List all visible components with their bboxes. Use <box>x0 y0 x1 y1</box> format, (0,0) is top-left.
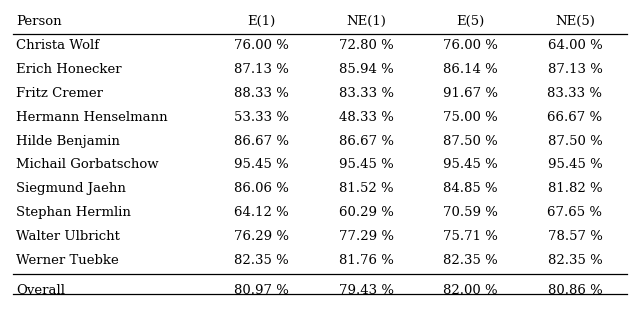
Text: 86.14 %: 86.14 % <box>443 63 498 76</box>
Text: 81.76 %: 81.76 % <box>339 254 394 267</box>
Text: 87.50 %: 87.50 % <box>443 135 498 147</box>
Text: 64.00 %: 64.00 % <box>548 39 602 52</box>
Text: 84.85 %: 84.85 % <box>444 182 498 195</box>
Text: 75.71 %: 75.71 % <box>443 230 498 243</box>
Text: 66.67 %: 66.67 % <box>547 111 602 124</box>
Text: Siegmund Jaehn: Siegmund Jaehn <box>16 182 126 195</box>
Text: Person: Person <box>16 15 61 28</box>
Text: Hermann Henselmann: Hermann Henselmann <box>16 111 168 124</box>
Text: Erich Honecker: Erich Honecker <box>16 63 122 76</box>
Text: 87.13 %: 87.13 % <box>234 63 289 76</box>
Text: Christa Wolf: Christa Wolf <box>16 39 99 52</box>
Text: 87.13 %: 87.13 % <box>548 63 602 76</box>
Text: 95.45 %: 95.45 % <box>234 158 289 172</box>
Text: Fritz Cremer: Fritz Cremer <box>16 87 103 100</box>
Text: E(1): E(1) <box>248 15 276 28</box>
Text: 82.35 %: 82.35 % <box>443 254 498 267</box>
Text: 78.57 %: 78.57 % <box>548 230 602 243</box>
Text: 82.00 %: 82.00 % <box>444 284 498 297</box>
Text: 70.59 %: 70.59 % <box>443 206 498 219</box>
Text: 95.45 %: 95.45 % <box>548 158 602 172</box>
Text: 81.52 %: 81.52 % <box>339 182 394 195</box>
Text: 85.94 %: 85.94 % <box>339 63 394 76</box>
Text: 95.45 %: 95.45 % <box>443 158 498 172</box>
Text: Michail Gorbatschow: Michail Gorbatschow <box>16 158 159 172</box>
Text: 67.65 %: 67.65 % <box>547 206 602 219</box>
Text: 77.29 %: 77.29 % <box>339 230 394 243</box>
Text: 72.80 %: 72.80 % <box>339 39 394 52</box>
Text: 53.33 %: 53.33 % <box>234 111 289 124</box>
Text: 83.33 %: 83.33 % <box>339 87 394 100</box>
Text: 88.33 %: 88.33 % <box>234 87 289 100</box>
Text: Overall: Overall <box>16 284 65 297</box>
Text: 60.29 %: 60.29 % <box>339 206 394 219</box>
Text: 79.43 %: 79.43 % <box>339 284 394 297</box>
Text: 86.67 %: 86.67 % <box>234 135 289 147</box>
Text: 87.50 %: 87.50 % <box>548 135 602 147</box>
Text: 80.86 %: 80.86 % <box>548 284 602 297</box>
Text: 91.67 %: 91.67 % <box>443 87 498 100</box>
Text: 80.97 %: 80.97 % <box>234 284 289 297</box>
Text: 76.00 %: 76.00 % <box>443 39 498 52</box>
Text: Stephan Hermlin: Stephan Hermlin <box>16 206 131 219</box>
Text: 75.00 %: 75.00 % <box>443 111 498 124</box>
Text: Walter Ulbricht: Walter Ulbricht <box>16 230 120 243</box>
Text: E(5): E(5) <box>456 15 484 28</box>
Text: 86.06 %: 86.06 % <box>234 182 289 195</box>
Text: 83.33 %: 83.33 % <box>547 87 602 100</box>
Text: 64.12 %: 64.12 % <box>234 206 289 219</box>
Text: NE(1): NE(1) <box>346 15 386 28</box>
Text: 48.33 %: 48.33 % <box>339 111 394 124</box>
Text: Hilde Benjamin: Hilde Benjamin <box>16 135 120 147</box>
Text: Werner Tuebke: Werner Tuebke <box>16 254 119 267</box>
Text: 86.67 %: 86.67 % <box>339 135 394 147</box>
Text: 95.45 %: 95.45 % <box>339 158 394 172</box>
Text: 76.00 %: 76.00 % <box>234 39 289 52</box>
Text: 81.82 %: 81.82 % <box>548 182 602 195</box>
Text: NE(5): NE(5) <box>555 15 595 28</box>
Text: 76.29 %: 76.29 % <box>234 230 289 243</box>
Text: 82.35 %: 82.35 % <box>548 254 602 267</box>
Text: 82.35 %: 82.35 % <box>234 254 289 267</box>
